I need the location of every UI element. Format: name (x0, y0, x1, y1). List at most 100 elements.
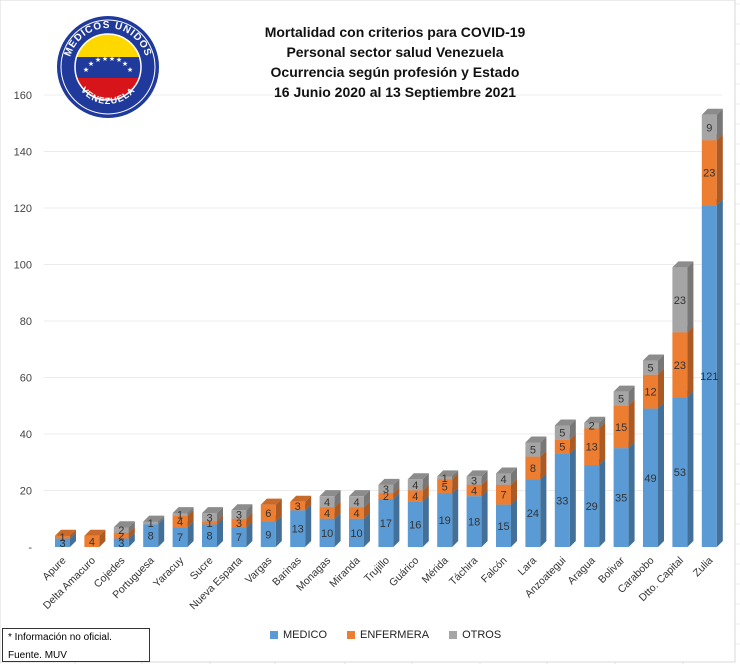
data-label-enfermera: 23 (674, 360, 686, 372)
bar-side-medico (275, 515, 282, 547)
bar-top-otros (584, 416, 606, 423)
bar-medico (172, 527, 188, 547)
bar-enfermera (84, 535, 100, 547)
bar-medico (290, 510, 306, 547)
bar-otros (701, 114, 717, 141)
bar-otros (466, 476, 482, 485)
data-label-medico: 10 (321, 528, 333, 540)
bar-side-medico (364, 512, 370, 547)
data-label-enfermera: 2 (383, 491, 389, 503)
bar-medico (231, 527, 247, 547)
bar-otros (525, 442, 541, 457)
bar-side-enfermera (246, 512, 253, 528)
bar-side-enfermera (599, 422, 606, 466)
bar-medico (496, 504, 511, 547)
data-label-otros: 4 (412, 480, 418, 492)
bar-side-medico (658, 402, 664, 547)
data-label-medico: 53 (674, 467, 686, 479)
data-label-enfermera: 3 (236, 518, 242, 530)
y-tick-label: 140 (14, 147, 32, 159)
data-label-enfermera: 3 (295, 501, 301, 513)
bar-medico (437, 493, 453, 547)
svg-text:★: ★ (127, 66, 133, 74)
bar-top-otros (113, 521, 135, 528)
data-label-medico: 8 (148, 531, 154, 543)
bar-enfermera (319, 507, 335, 519)
bar-side-otros (364, 490, 370, 508)
bar-side-otros (187, 507, 194, 516)
y-tick-label: - (28, 542, 32, 554)
bar-top-otros (466, 470, 488, 477)
bar-otros (202, 513, 217, 522)
y-axis: - 20 40 60 80 100 120 140 160 (14, 90, 33, 554)
data-label-otros: 1 (177, 510, 183, 522)
bar-side-otros (334, 490, 341, 508)
legend-item-enfermera: ENFERMERA (347, 629, 429, 641)
svg-text:★: ★ (109, 55, 115, 63)
bar-side-medico (540, 473, 547, 547)
bar-side-medico (687, 391, 694, 547)
data-label-medico: 121 (700, 371, 718, 383)
y-tick-label: 120 (14, 203, 32, 215)
legend-swatch-medico (270, 631, 278, 639)
data-label-medico: 7 (236, 532, 242, 544)
data-label-otros: 3 (383, 484, 389, 496)
svg-text:★: ★ (83, 66, 89, 74)
bar-side-medico (393, 492, 400, 547)
data-label-otros: 3 (236, 510, 242, 522)
bar-top-enfermera (84, 529, 106, 536)
bar-medico (260, 521, 276, 547)
data-label-otros: 3 (206, 512, 212, 524)
data-label-medico: 24 (527, 508, 539, 520)
bar-top-enfermera (260, 498, 282, 505)
bar-side-enfermera (334, 501, 341, 519)
data-label-otros: 9 (706, 122, 712, 134)
bar-side-enfermera (540, 450, 547, 480)
legend-swatch-otros (449, 631, 458, 639)
bar-medico (466, 496, 482, 547)
data-label-medico: 8 (206, 531, 212, 543)
data-label-enfermera: 6 (265, 508, 271, 520)
y-tick-label: 60 (20, 373, 32, 385)
bar-enfermera (113, 532, 129, 539)
bar-medico (349, 518, 364, 547)
bar-side-medico (628, 442, 635, 547)
bar-side-otros (628, 385, 635, 406)
bar-side-enfermera (628, 399, 635, 449)
bar-enfermera (643, 374, 658, 409)
bar-top-otros (554, 419, 576, 426)
y-tick-label: 20 (20, 486, 32, 498)
bar-side-otros (599, 416, 606, 429)
data-label-otros: 1 (442, 473, 448, 485)
bar-top-enfermera (290, 495, 312, 502)
bar-side-otros (217, 507, 223, 522)
bar-side-enfermera (511, 478, 517, 505)
data-label-enfermera: 1 (59, 532, 65, 544)
legend-item-medico: MEDICO (270, 629, 327, 641)
bars: 31 4 322 8174181373396133104410441723164419… (55, 108, 723, 550)
bar-enfermera (525, 456, 541, 480)
data-label-enfermera: 13 (586, 442, 598, 454)
bar-enfermera (554, 439, 570, 454)
svg-text:★: ★ (102, 55, 108, 63)
bar-top-otros (437, 470, 459, 477)
y-tick-label: 100 (14, 260, 32, 272)
bar-side-otros (246, 504, 253, 519)
bar-side-medico (599, 459, 606, 547)
data-label-medico: 49 (644, 473, 656, 485)
bar-otros (672, 267, 688, 333)
bar-enfermera (172, 515, 188, 528)
data-label-otros: 5 (618, 394, 624, 406)
data-label-otros: 2 (589, 421, 595, 433)
bar-side-medico (246, 521, 253, 547)
bar-otros (496, 473, 511, 485)
data-label-enfermera: 4 (177, 517, 183, 529)
chart-legend: MEDICO ENFERMERA OTROS (270, 627, 501, 643)
bar-side-enfermera (364, 501, 370, 519)
bar-side-otros (128, 521, 135, 533)
bar-medico (701, 205, 717, 548)
bar-otros (143, 521, 159, 525)
y-tick-label: 40 (20, 429, 32, 441)
bar-top-otros (172, 507, 194, 514)
source-note: * Información no oficial. Fuente. MUV (2, 628, 150, 662)
